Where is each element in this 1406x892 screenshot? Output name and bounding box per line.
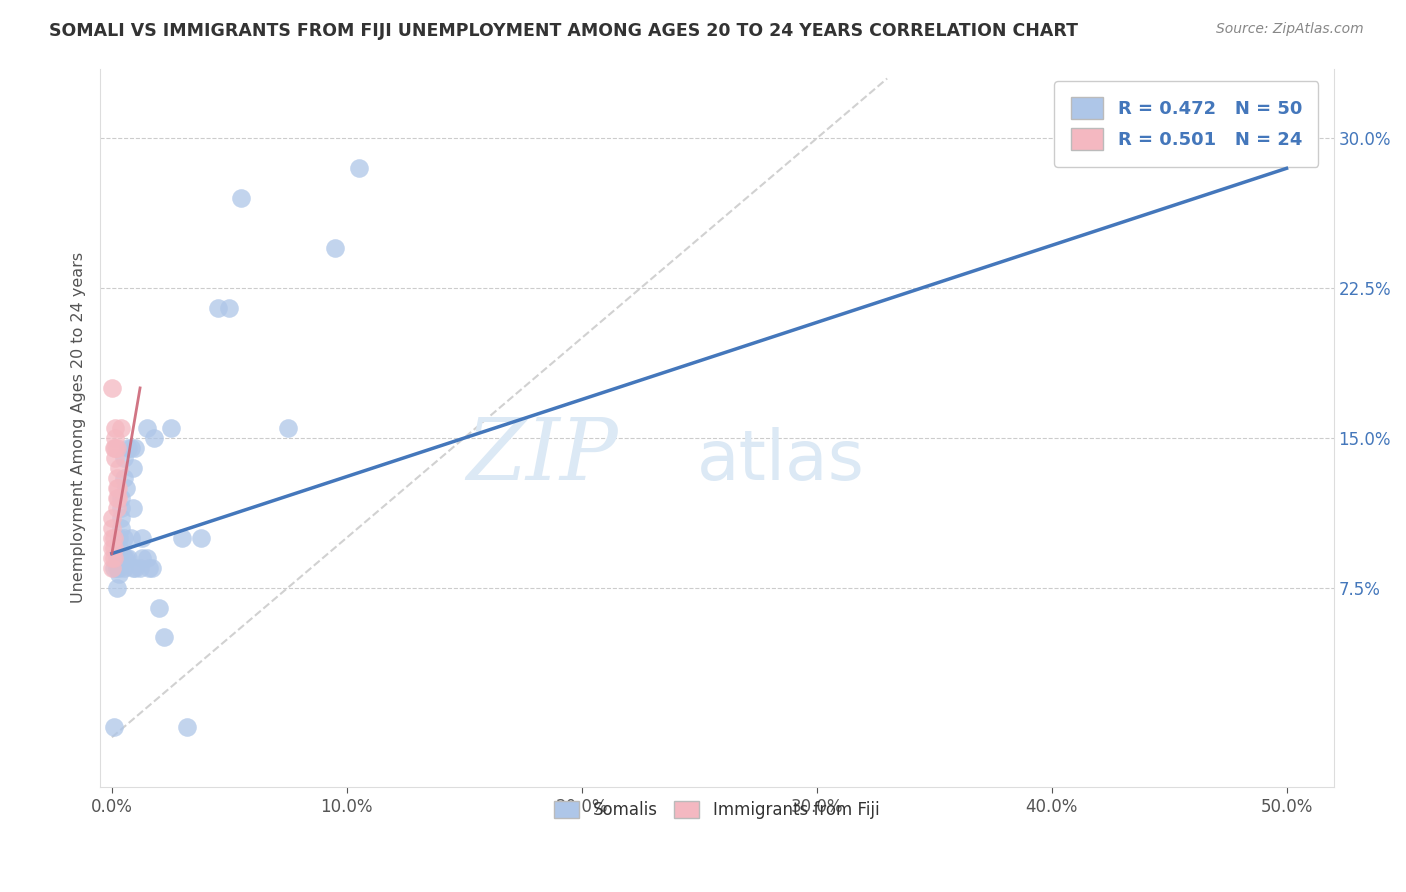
Point — [105, 481, 128, 495]
Point — [190, 531, 212, 545]
Point — [107, 491, 129, 505]
Point — [110, 491, 132, 505]
Point — [103, 550, 125, 565]
Point — [105, 491, 128, 505]
Point — [108, 566, 131, 581]
Point — [110, 500, 132, 515]
Point — [105, 471, 128, 485]
Point — [129, 560, 152, 574]
Point — [105, 500, 128, 515]
Point — [112, 550, 135, 565]
Point — [122, 560, 145, 574]
Point — [277, 421, 299, 435]
Point — [122, 460, 145, 475]
Point — [176, 720, 198, 734]
Point — [131, 550, 153, 565]
Point — [105, 550, 128, 565]
Point — [131, 531, 153, 545]
Point — [104, 441, 127, 455]
Point — [104, 421, 127, 435]
Point — [101, 541, 124, 555]
Legend: Somalis, Immigrants from Fiji: Somalis, Immigrants from Fiji — [548, 794, 886, 826]
Text: atlas: atlas — [697, 426, 865, 493]
Point — [108, 541, 131, 555]
Point — [143, 431, 166, 445]
Point — [120, 441, 142, 455]
Point — [124, 560, 146, 574]
Point — [172, 531, 194, 545]
Point — [108, 550, 131, 565]
Point — [110, 521, 132, 535]
Point — [101, 510, 124, 524]
Point — [104, 450, 127, 465]
Point — [101, 560, 124, 574]
Point — [136, 550, 159, 565]
Point — [117, 441, 139, 455]
Point — [229, 191, 252, 205]
Point — [101, 550, 124, 565]
Point — [115, 550, 138, 565]
Point — [103, 541, 125, 555]
Point — [108, 560, 131, 574]
Text: SOMALI VS IMMIGRANTS FROM FIJI UNEMPLOYMENT AMONG AGES 20 TO 24 YEARS CORRELATIO: SOMALI VS IMMIGRANTS FROM FIJI UNEMPLOYM… — [49, 22, 1078, 40]
Point — [112, 450, 135, 465]
Point — [323, 241, 346, 255]
Point — [104, 431, 127, 445]
Point — [105, 560, 128, 574]
Point — [108, 460, 131, 475]
Point — [101, 381, 124, 395]
Point — [347, 161, 370, 176]
Point — [101, 521, 124, 535]
Point — [110, 421, 132, 435]
Point — [141, 560, 163, 574]
Point — [103, 531, 125, 545]
Point — [138, 560, 160, 574]
Point — [107, 481, 129, 495]
Point — [115, 481, 138, 495]
Point — [110, 510, 132, 524]
Point — [112, 531, 135, 545]
Text: ZIP: ZIP — [467, 416, 619, 498]
Point — [122, 500, 145, 515]
Point — [103, 441, 125, 455]
Point — [112, 560, 135, 574]
Point — [148, 600, 170, 615]
Point — [103, 720, 125, 734]
Point — [218, 301, 240, 315]
Point — [124, 441, 146, 455]
Point — [105, 441, 128, 455]
Point — [112, 471, 135, 485]
Point — [108, 531, 131, 545]
Point — [120, 531, 142, 545]
Point — [105, 581, 128, 595]
Point — [207, 301, 229, 315]
Point — [159, 421, 181, 435]
Point — [152, 631, 174, 645]
Text: Source: ZipAtlas.com: Source: ZipAtlas.com — [1216, 22, 1364, 37]
Point — [101, 531, 124, 545]
Point — [136, 421, 159, 435]
Point — [103, 560, 125, 574]
Y-axis label: Unemployment Among Ages 20 to 24 years: Unemployment Among Ages 20 to 24 years — [72, 252, 86, 603]
Point — [117, 550, 139, 565]
